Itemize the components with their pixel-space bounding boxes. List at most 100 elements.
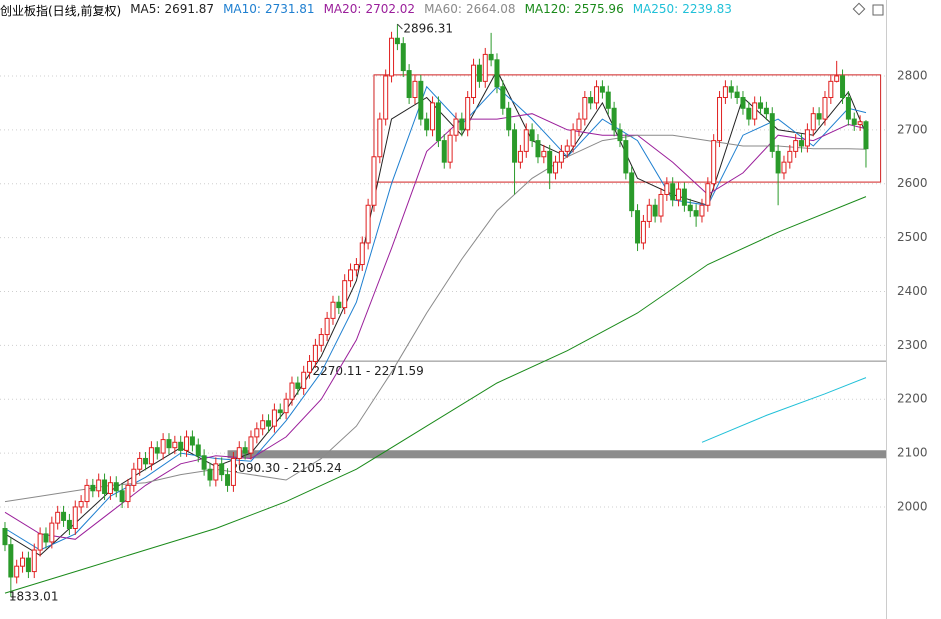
candle-body bbox=[793, 140, 799, 152]
candle-body bbox=[213, 463, 219, 481]
candle-body bbox=[61, 511, 67, 521]
candle-body bbox=[781, 161, 787, 174]
candle-body bbox=[14, 565, 20, 578]
candle-body bbox=[383, 75, 389, 120]
candle-body bbox=[740, 97, 746, 109]
candle-body bbox=[307, 360, 313, 373]
window-icon[interactable] bbox=[872, 4, 884, 16]
candle-body bbox=[611, 107, 617, 131]
candle-body bbox=[635, 210, 641, 244]
y-tick-label: 2400 bbox=[897, 284, 928, 298]
candle-body bbox=[453, 118, 459, 136]
candle-body bbox=[728, 86, 734, 93]
price-level-label: 2270.11 - 2271.59 bbox=[313, 364, 424, 378]
legend-name: MA20: bbox=[323, 2, 362, 16]
candle-body bbox=[277, 409, 283, 414]
candle-body bbox=[529, 129, 535, 142]
candle-body bbox=[629, 172, 635, 212]
legend-value: 2702.02 bbox=[365, 2, 416, 16]
candle-body bbox=[412, 80, 418, 99]
candle-body bbox=[172, 441, 178, 449]
candle-body bbox=[178, 441, 184, 451]
candle-body bbox=[2, 527, 8, 546]
y-tick-label: 2500 bbox=[897, 230, 928, 244]
candle-body bbox=[154, 447, 160, 454]
candle-body bbox=[219, 463, 225, 476]
legend-value: 2691.87 bbox=[164, 2, 215, 16]
candle-body bbox=[166, 439, 172, 449]
candle-body bbox=[441, 140, 447, 163]
candle-body bbox=[254, 428, 260, 438]
price-level bbox=[227, 450, 886, 459]
candle-body bbox=[599, 86, 605, 93]
candle-body bbox=[787, 150, 793, 163]
candle-body bbox=[143, 457, 149, 465]
candle-body bbox=[857, 121, 863, 125]
legend-entry: MA20: 2702.02 bbox=[324, 2, 416, 19]
candle-body bbox=[418, 80, 424, 120]
candle-body bbox=[769, 113, 775, 152]
legend-entry: MA120: 2575.96 bbox=[525, 2, 624, 19]
candle-body bbox=[131, 468, 137, 486]
candle-body bbox=[84, 484, 90, 503]
candle-body bbox=[359, 242, 365, 266]
candle-body bbox=[113, 482, 119, 492]
candle-body bbox=[804, 129, 810, 147]
candle-body bbox=[283, 398, 289, 414]
candle-body bbox=[225, 474, 231, 486]
candle-body bbox=[295, 382, 301, 389]
candle-body bbox=[816, 113, 822, 120]
legend-name: MA5: bbox=[130, 2, 161, 16]
y-tick-label: 2300 bbox=[897, 338, 928, 352]
candle-body bbox=[722, 86, 728, 99]
candle-body bbox=[312, 344, 318, 362]
ma-line bbox=[701, 377, 867, 443]
candle-body bbox=[102, 479, 108, 494]
candle-body bbox=[582, 97, 588, 120]
candle-body bbox=[711, 140, 717, 185]
candle-body bbox=[55, 511, 61, 524]
legend-entry: MA10: 2731.81 bbox=[223, 2, 315, 19]
annotation-arrow bbox=[397, 23, 403, 30]
candle-body bbox=[676, 188, 682, 201]
candle-body bbox=[318, 334, 324, 346]
candle-body bbox=[471, 64, 477, 99]
candle-body bbox=[37, 533, 43, 551]
candle-body bbox=[266, 420, 272, 427]
candle-body bbox=[605, 91, 611, 109]
candle-body bbox=[90, 484, 96, 492]
candle-body bbox=[547, 150, 553, 174]
candle-body bbox=[201, 455, 207, 470]
candle-body bbox=[506, 107, 512, 131]
candle-body bbox=[49, 522, 55, 543]
price-level bbox=[309, 360, 886, 362]
candle-body bbox=[242, 447, 248, 454]
candle-body bbox=[435, 102, 441, 142]
legend: 创业板指(日线,前复权) MA5: 2691.87 MA10: 2731.81 MA20… bbox=[0, 2, 736, 19]
legend-name: MA60: bbox=[424, 2, 462, 16]
candle-body bbox=[8, 544, 14, 578]
legend-entry: MA250: 2239.83 bbox=[633, 2, 732, 19]
candle-body bbox=[670, 183, 676, 201]
candle-body bbox=[447, 134, 453, 163]
candle-body bbox=[336, 301, 342, 309]
candle-body bbox=[752, 102, 758, 120]
candle-body bbox=[640, 220, 646, 244]
candle-body bbox=[564, 145, 570, 152]
candle-body bbox=[260, 420, 266, 430]
candle-body bbox=[758, 102, 764, 109]
candle-body bbox=[289, 382, 295, 400]
candle-body bbox=[799, 140, 805, 147]
candle-body bbox=[342, 280, 348, 309]
candle-body bbox=[512, 129, 518, 163]
candle-body bbox=[494, 59, 500, 88]
candle-body bbox=[476, 64, 482, 82]
price-level-label: 2090.30 - 2105.24 bbox=[231, 461, 342, 475]
candle-body bbox=[840, 75, 846, 99]
y-tick-label: 2200 bbox=[897, 392, 928, 406]
candle-body bbox=[699, 204, 705, 217]
candle-body bbox=[588, 97, 594, 104]
diamond-icon[interactable] bbox=[852, 2, 866, 16]
candle-body bbox=[189, 436, 195, 446]
